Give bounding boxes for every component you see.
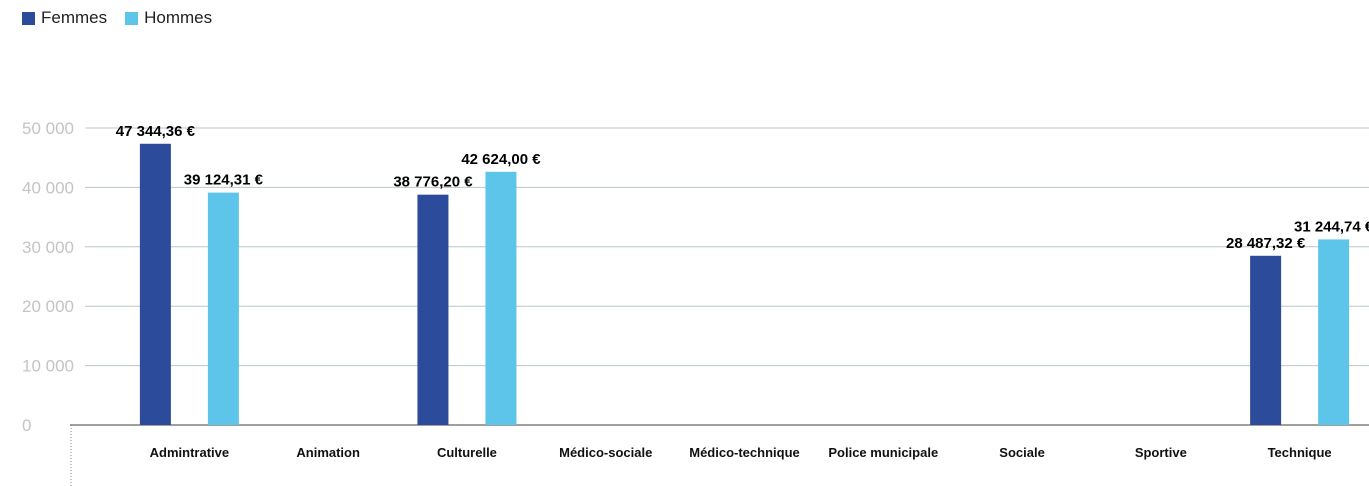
x-category-label: Admintrative xyxy=(150,445,229,460)
legend-item-hommes: Hommes xyxy=(125,8,212,28)
data-label: 42 624,00 € xyxy=(461,151,541,168)
legend-item-femmes: Femmes xyxy=(22,8,107,28)
chart-legend: Femmes Hommes xyxy=(22,8,212,28)
data-label: 31 244,74 € xyxy=(1294,218,1369,235)
data-label: 39 124,31 € xyxy=(184,172,264,189)
x-category-label: Technique xyxy=(1268,445,1332,460)
y-tick-label: 40 000 xyxy=(22,178,74,197)
x-category-label: Médico-sociale xyxy=(559,445,652,460)
y-axis-ticks: 0 10 000 20 000 30 000 40 000 50 000 xyxy=(22,119,74,435)
grid-lines xyxy=(70,127,1369,486)
x-category-label: Animation xyxy=(296,445,360,460)
legend-label-hommes: Hommes xyxy=(144,8,213,27)
bar-femmes xyxy=(417,194,449,425)
x-category-label: Médico-technique xyxy=(689,445,800,460)
legend-label-femmes: Femmes xyxy=(41,8,108,27)
bar-hommes xyxy=(1318,239,1350,425)
y-tick-label: 30 000 xyxy=(22,238,74,257)
x-category-label: Sportive xyxy=(1135,445,1187,460)
data-label: 47 344,36 € xyxy=(116,123,196,140)
data-labels: 47 344,36 € 39 124,31 € 38 776,20 € 42 624,… xyxy=(116,123,1369,252)
bar-hommes xyxy=(207,192,239,425)
y-tick-label: 20 000 xyxy=(22,297,74,316)
y-tick-label: 10 000 xyxy=(22,357,74,376)
data-label: 38 776,20 € xyxy=(393,174,473,191)
data-label: 28 487,32 € xyxy=(1226,235,1306,252)
y-tick-label: 0 xyxy=(22,416,31,435)
bar-hommes xyxy=(485,171,517,425)
x-axis-categories: Admintrative Animation Culturelle Médico-so… xyxy=(150,445,1332,460)
bars xyxy=(139,143,1350,425)
legend-swatch-hommes xyxy=(125,11,139,25)
bar-femmes xyxy=(1250,255,1282,425)
x-category-label: Police municipale xyxy=(828,445,938,460)
y-tick-label: 50 000 xyxy=(22,119,74,138)
x-category-label: Sociale xyxy=(999,445,1045,460)
x-category-label: Culturelle xyxy=(437,445,497,460)
legend-swatch-femmes xyxy=(22,11,35,25)
bar-femmes xyxy=(139,143,171,425)
